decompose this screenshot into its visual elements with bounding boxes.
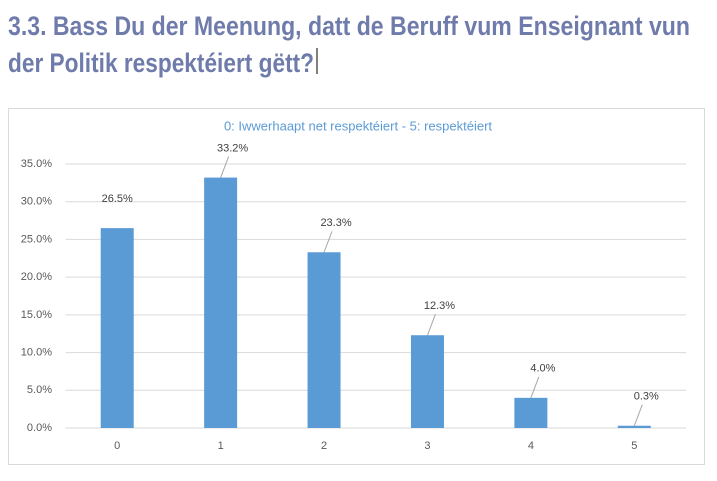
label-leader [426,314,436,336]
y-tick-label: 30.0% [21,196,52,208]
bar [410,335,444,428]
y-tick-label: 35.0% [21,158,52,170]
x-tick-label: 5 [631,440,637,452]
label-leader [633,404,643,426]
bar [617,425,651,428]
bar [307,252,341,428]
label-leader [530,376,540,399]
y-tick-label: 0.0% [27,422,52,434]
value-label: 0.3% [634,391,659,403]
y-tick-label: 5.0% [27,384,52,396]
x-tick-label: 4 [528,440,534,452]
x-tick-label: 2 [321,440,327,452]
value-label: 33.2% [217,142,248,154]
y-tick-label: 15.0% [21,309,52,321]
value-label: 26.5% [102,193,133,205]
bar [100,228,134,428]
heading-line: der Politik respektéiert gëtt? [8,48,314,78]
heading-line: 3.3. Bass Du der Meenung, datt de Beruff… [8,11,690,41]
y-tick-label: 20.0% [21,271,52,283]
x-tick-label: 3 [424,440,430,452]
y-tick-label: 10.0% [21,346,52,358]
x-tick-label: 0 [114,440,120,452]
bar [514,397,548,428]
bar [204,177,238,428]
x-tick-label: 1 [218,440,224,452]
y-tick-label: 25.0% [21,233,52,245]
label-leader [323,231,333,253]
value-label: 12.3% [424,300,455,312]
value-label: 4.0% [530,363,555,375]
label-leader [220,156,230,178]
value-label: 23.3% [320,217,351,229]
chart-title: 0: Iwwerhaapt net respektéiert - 5: resp… [224,118,492,133]
